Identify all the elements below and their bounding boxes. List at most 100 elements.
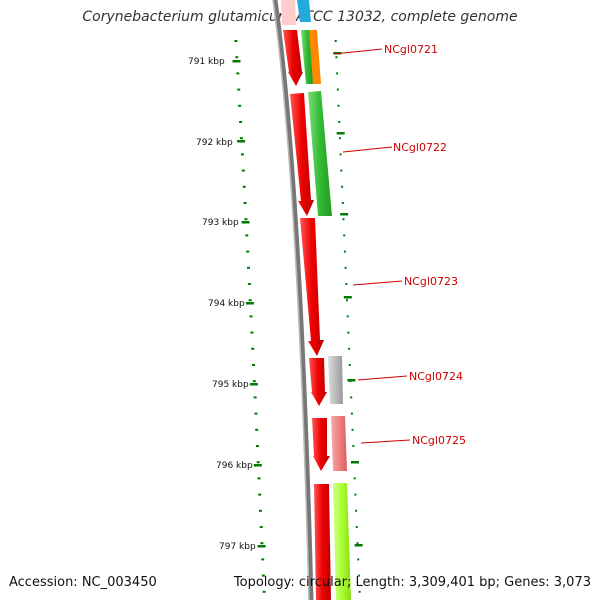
gene-label[interactable]: NCgl0725 <box>412 434 466 447</box>
cds-arrow[interactable] <box>300 218 324 356</box>
leader-line <box>360 439 411 444</box>
minor-tick <box>244 218 248 221</box>
outer-tick <box>346 299 348 302</box>
scale-label: 796 kbp <box>216 461 253 471</box>
outer-tick <box>350 396 353 399</box>
minor-tick <box>259 526 263 528</box>
leader-line <box>333 48 383 55</box>
genome-backbone <box>272 0 314 600</box>
major-tick <box>257 545 266 548</box>
reverse-strand <box>297 0 351 600</box>
scale-label: 794 kbp <box>208 299 245 309</box>
outer-major-tick <box>340 213 349 216</box>
outer-tick <box>338 137 341 140</box>
minor-tick <box>239 121 243 123</box>
minor-tick <box>247 283 251 285</box>
cds-arrow[interactable] <box>309 358 327 406</box>
minor-tick <box>240 137 243 140</box>
cds-arrow[interactable] <box>283 30 303 86</box>
scale-label: 792 kbp <box>196 138 233 148</box>
minor-tick <box>252 380 256 383</box>
minor-tick <box>252 364 255 366</box>
gene-labels: NCgl0721 NCgl0722 NCgl0723 NCgl0724 NCgl… <box>384 43 466 447</box>
minor-tick <box>240 153 244 156</box>
outer-tick <box>343 234 346 237</box>
leader-line <box>357 375 408 381</box>
minor-tick <box>248 299 252 302</box>
major-tick <box>241 221 250 224</box>
outer-tick <box>341 202 344 204</box>
scale-labels: 791 kbp 792 kbp 793 kbp 794 kbp 795 kbp … <box>188 57 256 552</box>
accession-text: Accession: NC_003450 <box>9 575 157 590</box>
outer-tick <box>353 477 356 480</box>
outer-tick <box>341 185 344 188</box>
gene-label[interactable]: NCgl0721 <box>384 43 438 56</box>
outer-tick <box>335 56 338 59</box>
outer-ticks <box>333 40 363 593</box>
outer-tick <box>345 283 348 285</box>
cds-block[interactable] <box>333 483 351 600</box>
outer-tick <box>338 121 341 123</box>
cds-block[interactable] <box>308 91 332 216</box>
genome-backbone-highlight <box>272 0 310 600</box>
outer-tick <box>336 72 339 75</box>
minor-tick <box>242 185 246 188</box>
cds-block[interactable] <box>309 30 321 84</box>
leader-line <box>352 280 403 286</box>
topology-text: Topology: circular; Length: 3,309,401 bp… <box>233 575 591 590</box>
minor-tick <box>253 396 257 399</box>
outer-tick <box>355 509 358 512</box>
minor-tick <box>258 493 262 496</box>
outer-major-tick <box>347 379 356 382</box>
minor-tick <box>255 445 259 447</box>
minor-tick <box>249 315 253 318</box>
cds-arrow[interactable] <box>281 0 296 25</box>
minor-tick <box>255 428 259 431</box>
outer-tick <box>355 526 358 528</box>
gene-label[interactable]: NCgl0722 <box>393 141 447 154</box>
minor-tick <box>257 477 261 480</box>
scale-label: 797 kbp <box>219 542 256 552</box>
outer-tick <box>358 590 361 593</box>
minor-tick <box>238 104 242 107</box>
minor-tick <box>262 590 266 593</box>
outer-tick <box>346 315 349 318</box>
major-tick <box>232 60 241 63</box>
minor-tick <box>259 509 262 512</box>
minor-tick <box>243 202 247 204</box>
outer-major-tick <box>354 544 363 547</box>
major-tick <box>249 383 258 386</box>
cds-block[interactable] <box>328 356 343 404</box>
gene-label[interactable]: NCgl0723 <box>404 275 458 288</box>
outer-tick <box>351 428 354 431</box>
outer-tick <box>354 493 357 496</box>
minor-tick <box>251 347 255 350</box>
minor-tick <box>261 574 265 577</box>
outer-tick <box>334 40 337 42</box>
minor-tick <box>234 40 238 42</box>
outer-tick <box>357 558 360 561</box>
cds-block[interactable] <box>297 0 311 22</box>
cds-block[interactable] <box>331 416 347 471</box>
outer-tick <box>356 542 359 545</box>
cds-arrow[interactable] <box>290 93 314 216</box>
scale-label: 793 kbp <box>202 218 239 228</box>
minor-tick <box>237 88 241 91</box>
minor-tick <box>250 331 254 334</box>
outer-major-tick <box>336 132 345 135</box>
cds-arrow[interactable] <box>312 418 330 471</box>
minor-tick <box>247 266 250 269</box>
outer-major-tick <box>343 296 352 299</box>
scale-label: 795 kbp <box>212 380 249 390</box>
minor-tick <box>236 72 240 75</box>
minor-tick <box>245 234 249 237</box>
major-tick <box>237 140 246 143</box>
gene-label[interactable]: NCgl0724 <box>409 370 463 383</box>
cds-arrow[interactable] <box>314 484 331 600</box>
leader-line <box>342 146 393 153</box>
outer-major-tick <box>351 461 359 464</box>
outer-tick <box>342 218 345 221</box>
outer-tick <box>352 445 355 447</box>
scale-label: 791 kbp <box>188 57 225 67</box>
outer-tick <box>347 331 350 334</box>
